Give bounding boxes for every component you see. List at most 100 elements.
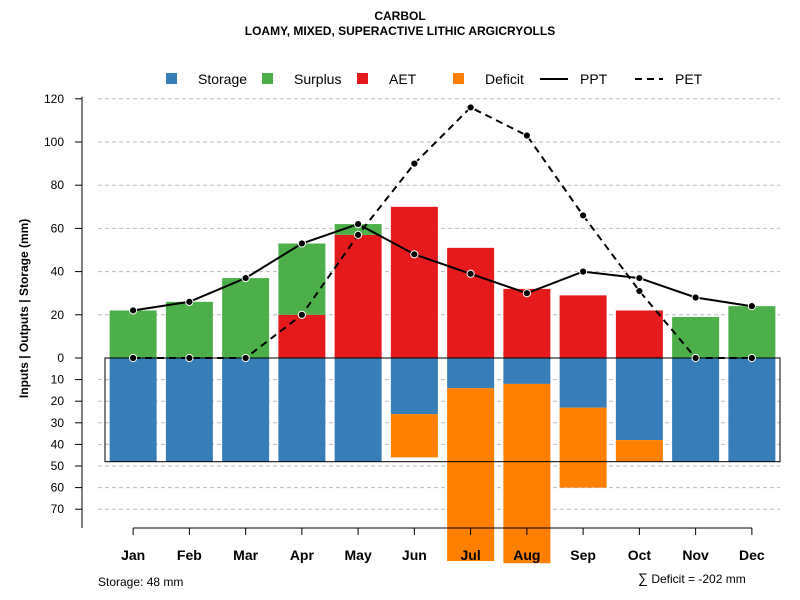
pet-point: [354, 230, 363, 239]
legend-label-aet: AET: [389, 71, 417, 87]
y-tick-label: 60: [51, 481, 65, 495]
aet-bar: [559, 295, 607, 358]
aet-bar: [278, 314, 326, 358]
surplus-bar: [109, 310, 157, 358]
pet-point: [466, 103, 475, 112]
storage-bar: [503, 358, 551, 384]
x-tick-label: Dec: [739, 547, 765, 563]
legend-label-deficit: Deficit: [485, 71, 524, 87]
legend-swatch-storage: [166, 73, 177, 84]
pet-point: [129, 353, 138, 363]
storage-bar: [222, 358, 270, 462]
ppt-point: [691, 293, 700, 302]
x-tick-label: Jan: [121, 547, 145, 563]
y-axis-label: Inputs | Outputs | Storage (mm): [17, 219, 31, 398]
y-tick-label: 120: [44, 92, 64, 106]
x-tick-label: Mar: [233, 547, 258, 563]
legend-swatch-aet: [357, 73, 368, 84]
x-tick-label: Jun: [402, 547, 427, 563]
ppt-point: [522, 289, 531, 298]
x-tick-label: Sep: [570, 547, 596, 563]
deficit-bar: [503, 383, 551, 564]
surplus-bar: [222, 278, 270, 358]
ppt-point: [747, 302, 756, 311]
ppt-point: [354, 219, 363, 229]
y-tick-label: 0: [57, 351, 64, 365]
storage-bar: [672, 358, 720, 462]
aet-bar: [615, 310, 663, 358]
ppt-point: [241, 273, 250, 283]
x-tick-label: Nov: [682, 547, 709, 563]
y-tick-label: 40: [51, 437, 65, 451]
storage-bar: [447, 358, 495, 389]
y-tick-label: 30: [51, 416, 65, 430]
legend-label-storage: Storage: [198, 71, 247, 87]
ppt-point: [579, 267, 588, 276]
storage-bar: [559, 358, 607, 408]
aet-bar: [503, 288, 551, 358]
deficit-bar: [559, 407, 607, 488]
pet-line: [133, 106, 752, 359]
ppt-point: [635, 273, 644, 283]
legend-label-surplus: Surplus: [294, 71, 341, 87]
storage-bar: [615, 358, 663, 441]
pet-point: [579, 211, 588, 220]
surplus-bar: [672, 316, 720, 358]
surplus-bar: [165, 301, 213, 358]
pet-point: [241, 353, 250, 363]
ppt-point: [129, 306, 138, 315]
storage-note: Storage: 48 mm: [98, 575, 184, 589]
x-tick-label: Oct: [628, 547, 652, 563]
ppt-line: [132, 223, 753, 312]
deficit-note-text: Deficit = -202 mm: [651, 572, 746, 586]
deficit-bar: [390, 414, 438, 458]
chart-title: CARBOL: [374, 9, 426, 23]
legend-swatch-surplus: [262, 73, 273, 84]
ppt-point: [466, 269, 475, 278]
y-tick-label: 100: [44, 135, 64, 149]
y-tick-label: 10: [51, 373, 65, 387]
ppt-point: [185, 297, 194, 306]
storage-bar: [165, 358, 213, 462]
y-tick-label: 50: [51, 459, 65, 473]
surplus-bar: [728, 306, 776, 358]
storage-bar: [334, 358, 382, 462]
surplus-bar: [334, 224, 382, 235]
storage-bar: [109, 358, 157, 462]
pet-point: [747, 353, 756, 363]
legend-label-ppt: PPT: [580, 71, 608, 87]
x-tick-label: Apr: [290, 547, 315, 563]
ppt-point: [297, 239, 306, 248]
y-tick-label: 80: [51, 178, 65, 192]
y-tick-label: 60: [51, 221, 65, 235]
legend-label-pet: PET: [675, 71, 703, 87]
pet-point: [410, 159, 419, 168]
x-tick-label: Feb: [177, 547, 202, 563]
pet-point: [635, 286, 644, 296]
pet-point: [522, 131, 531, 140]
y-tick-label: 70: [51, 502, 65, 516]
deficit-bar: [447, 388, 495, 562]
storage-bar: [390, 358, 438, 415]
sum-icon: ∑: [638, 570, 648, 586]
deficit-note: ∑ Deficit = -202 mm: [638, 570, 746, 586]
deficit-bar: [615, 440, 663, 462]
y-tick-label: 20: [51, 394, 65, 408]
chart-subtitle: LOAMY, MIXED, SUPERACTIVE LITHIC ARGICRY…: [244, 24, 556, 38]
y-tick-label: 40: [51, 265, 65, 279]
y-tick-label: 20: [51, 308, 65, 322]
storage-bar: [278, 358, 326, 462]
x-tick-label: May: [345, 547, 372, 563]
aet-bar: [334, 234, 382, 358]
legend-swatch-deficit: [453, 73, 464, 84]
pet-point: [185, 353, 194, 363]
x-tick-label: Aug: [513, 547, 540, 563]
ppt-point: [410, 250, 419, 259]
x-tick-label: Jul: [461, 547, 481, 563]
storage-bar: [728, 358, 776, 462]
pet-point: [691, 353, 700, 363]
pet-point: [297, 310, 306, 319]
aet-bar: [390, 206, 438, 358]
aet-bar: [447, 247, 495, 358]
